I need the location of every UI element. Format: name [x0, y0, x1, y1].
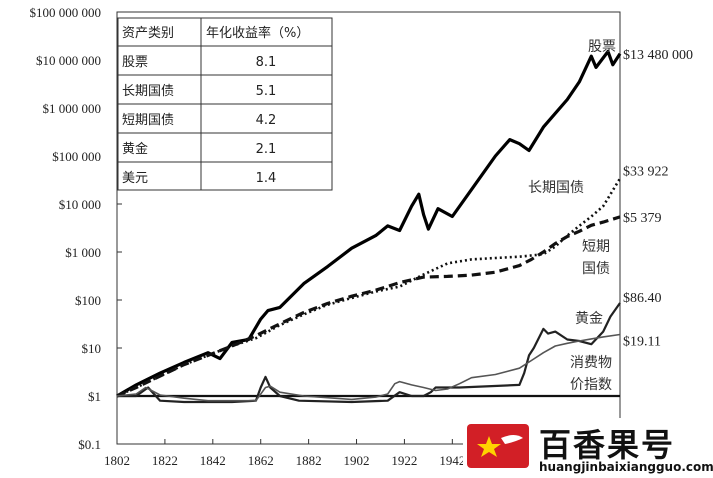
- series-lt-bonds: [116, 177, 622, 398]
- watermark-name: 百香果号: [539, 426, 676, 464]
- y-tick-label: $10 000 000: [36, 53, 101, 68]
- end-labels: $13 480 000 $33 922 $5 379 $86.40 $19.11: [623, 48, 693, 350]
- label-cpi-2: 价指数: [570, 377, 612, 393]
- label-lt-bonds: 长期国债: [528, 180, 584, 196]
- x-tick-label: 1822: [152, 453, 178, 468]
- watermark: 百香果号 huangjinbaixiangguo.com: [463, 418, 713, 478]
- x-tick-label: 1942: [439, 453, 465, 468]
- end-value-label: $5 379: [623, 211, 662, 226]
- y-tick-label: $10: [82, 341, 102, 356]
- y-axis: $100 000 000 $10 000 000 $1 000 000 $100 00…: [30, 5, 122, 452]
- returns-table: 资产类别 年化收益率（%） 股票 8.1 长期国债 5.1 短期国债 4.2 黄…: [117, 17, 333, 191]
- end-value-label: $86.40: [623, 291, 662, 306]
- x-tick-label: 1922: [391, 453, 417, 468]
- series-gold: [117, 302, 621, 404]
- y-tick-label: $10 000: [59, 197, 101, 212]
- table-cell: 8.1: [256, 55, 277, 70]
- y-tick-label: $1: [88, 389, 101, 404]
- table-cell: 1.4: [256, 171, 277, 186]
- y-tick-label: $1 000 000: [43, 101, 102, 116]
- table-cell: 黄金: [122, 141, 148, 157]
- series-name-labels: 股票 长期国债 短期 国债 黄金 消费物 价指数: [528, 39, 616, 393]
- watermark-url: huangjinbaixiangguo.com: [539, 460, 713, 474]
- label-stocks: 股票: [588, 39, 616, 55]
- y-tick-label: $100: [75, 293, 101, 308]
- x-tick-label: 1902: [344, 453, 370, 468]
- series-cpi: [116, 333, 621, 402]
- table-cell: 美元: [122, 171, 148, 186]
- table-cell: 短期国债: [122, 113, 174, 128]
- x-tick-label: 1842: [200, 453, 226, 468]
- label-gold: 黄金: [575, 310, 603, 327]
- end-value-label: $13 480 000: [623, 48, 693, 63]
- x-tick-label: 1862: [248, 453, 274, 468]
- label-st-bills-1: 短期: [582, 239, 610, 255]
- table-cell: 长期国债: [122, 84, 174, 99]
- table-header-return: 年化收益率（%）: [206, 25, 309, 41]
- label-cpi-1: 消费物: [570, 355, 612, 371]
- table-cell: 4.2: [256, 113, 277, 128]
- y-tick-label: $100 000: [52, 149, 101, 164]
- series-lines: [116, 49, 622, 404]
- series-stocks: [116, 49, 622, 398]
- end-value-label: $19.11: [623, 334, 661, 349]
- series-st-bills: [116, 215, 621, 398]
- y-tick-label: $1 000: [65, 245, 101, 260]
- table-header-class: 资产类别: [122, 26, 174, 41]
- table-cell: 5.1: [256, 84, 277, 99]
- table-cell: 股票: [122, 55, 148, 70]
- y-tick-label: $100 000 000: [30, 5, 102, 20]
- label-st-bills-2: 国债: [582, 261, 610, 277]
- x-tick-label: 1802: [104, 453, 130, 468]
- x-tick-label: 1882: [296, 453, 322, 468]
- table-cell: 2.1: [256, 142, 277, 157]
- plot-frame: [116, 11, 621, 445]
- end-value-label: $33 922: [623, 165, 669, 180]
- watermark-logo: [467, 424, 529, 468]
- x-axis: 1802 1822 1842 1862 1882 1902 1922 1942: [104, 439, 465, 468]
- y-tick-label: $0.1: [78, 437, 101, 452]
